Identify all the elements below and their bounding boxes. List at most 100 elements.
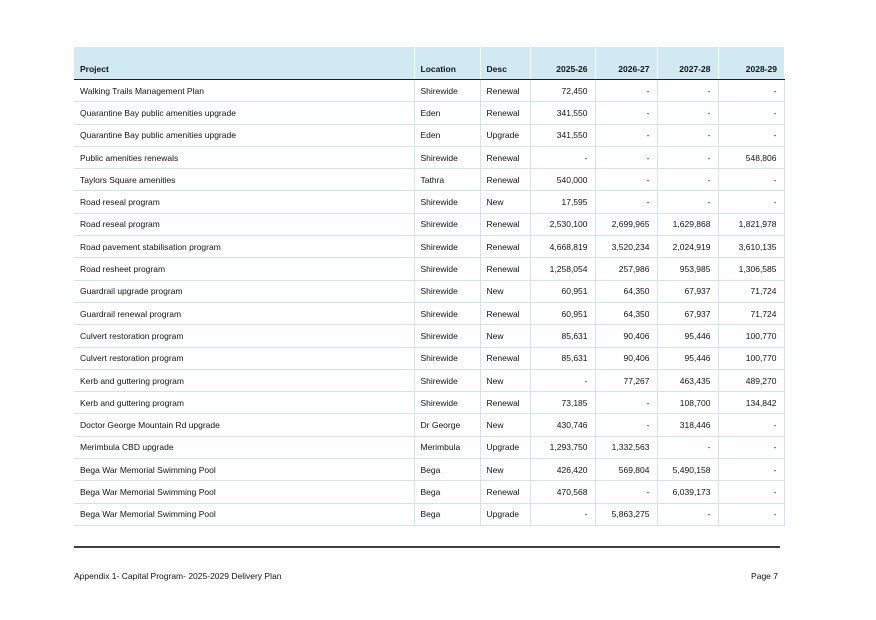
desc-cell: New <box>479 190 530 214</box>
year-2025-26-cell: 1,258,054 <box>529 257 595 281</box>
year-2026-27-cell: 64,350 <box>594 280 657 303</box>
location-cell: Merimbula <box>413 436 480 460</box>
footer-page-number: Page 7 <box>751 571 778 581</box>
year-2027-28-cell: - <box>656 146 718 170</box>
table-row: Kerb and guttering program Shirewide Renew… <box>74 391 785 415</box>
project-cell: Bega War Memorial Swimming Pool <box>74 503 414 526</box>
year-2027-28-cell: 108,700 <box>656 391 718 415</box>
year-2027-28-cell: 95,446 <box>656 324 718 348</box>
year-2027-28-cell: - <box>656 190 718 214</box>
desc-cell: Renewal <box>479 235 530 259</box>
location-cell: Bega <box>413 458 480 482</box>
project-cell: Merimbula CBD upgrade <box>74 436 414 460</box>
year-2026-27-cell: 5,863,275 <box>594 503 657 526</box>
year-2028-29-cell: - <box>717 458 785 482</box>
year-2025-26-cell: 2,530,100 <box>529 213 595 237</box>
year-2025-26-cell: 85,631 <box>529 347 595 370</box>
year-2028-29-cell: - <box>717 480 785 504</box>
desc-cell: Renewal <box>479 168 530 192</box>
year-2027-28-cell: - <box>656 436 718 460</box>
table-row: Doctor George Mountain Rd upgrade Dr Geor… <box>74 413 785 437</box>
year-2028-29-cell: - <box>717 79 785 103</box>
table-row: Bega War Memorial Swimming Pool Bega Upgra… <box>74 503 785 526</box>
column-header-2025-26: 2025-26 <box>529 47 595 80</box>
project-cell: Road reseal program <box>74 213 414 237</box>
table-row: Road reseal program Shirewide Renewal 2,530… <box>74 213 785 237</box>
year-2026-27-cell: 1,332,563 <box>594 436 657 460</box>
table-row: Merimbula CBD upgrade Merimbula Upgrade 1,2… <box>74 436 785 460</box>
table-row: Culvert restoration program Shirewide Rene… <box>74 347 785 370</box>
year-2028-29-cell: 1,306,585 <box>717 257 785 281</box>
year-2027-28-cell: 67,937 <box>656 302 718 326</box>
desc-cell: Renewal <box>479 79 530 103</box>
year-2028-29-cell: 489,270 <box>717 369 785 393</box>
year-2028-29-cell: - <box>717 101 785 125</box>
project-cell: Road resheet program <box>74 257 414 281</box>
year-2025-26-cell: - <box>529 369 595 393</box>
footer-divider <box>74 546 780 548</box>
column-header-2028-29: 2028-29 <box>717 47 784 80</box>
desc-cell: Renewal <box>479 347 530 370</box>
project-cell: Road pavement stabilisation program <box>74 235 414 259</box>
year-2025-26-cell: 60,951 <box>529 302 595 326</box>
desc-cell: Upgrade <box>479 124 530 147</box>
year-2027-28-cell: 318,446 <box>656 413 718 437</box>
table-body: Walking Trails Management Plan Shirewide R… <box>74 79 785 526</box>
year-2027-28-cell: 95,446 <box>656 347 718 370</box>
year-2026-27-cell: - <box>594 168 657 192</box>
table-row: Road reseal program Shirewide New 17,595- - - <box>74 190 785 214</box>
year-2026-27-cell: - <box>594 79 657 103</box>
year-2026-27-cell: - <box>594 146 657 170</box>
year-2026-27-cell: - <box>594 101 657 125</box>
year-2026-27-cell: - <box>594 391 657 415</box>
desc-cell: Renewal <box>479 302 530 326</box>
year-2026-27-cell: 2,699,965 <box>594 213 657 237</box>
table-row: Bega War Memorial Swimming Pool Bega New 42… <box>74 458 785 482</box>
year-2026-27-cell: 64,350 <box>594 302 657 326</box>
year-2027-28-cell: - <box>656 168 718 192</box>
year-2026-27-cell: - <box>594 190 657 214</box>
year-2028-29-cell: 1,821,978 <box>717 213 785 237</box>
year-2027-28-cell: - <box>656 503 718 526</box>
year-2027-28-cell: 6,039,173 <box>656 480 718 504</box>
year-2027-28-cell: - <box>656 101 718 125</box>
year-2025-26-cell: 540,000 <box>529 168 595 192</box>
column-header-2026-27: 2026-27 <box>594 47 657 80</box>
location-cell: Eden <box>413 124 480 147</box>
year-2027-28-cell: 67,937 <box>656 280 718 303</box>
location-cell: Shirewide <box>413 347 480 370</box>
year-2025-26-cell: 85,631 <box>529 324 595 348</box>
location-cell: Shirewide <box>413 190 480 214</box>
project-cell: Culvert restoration program <box>74 347 414 370</box>
year-2025-26-cell: 341,550 <box>529 124 595 147</box>
desc-cell: Renewal <box>479 391 530 415</box>
year-2027-28-cell: 2,024,919 <box>656 235 718 259</box>
year-2027-28-cell: 463,435 <box>656 369 718 393</box>
desc-cell: Renewal <box>479 480 530 504</box>
project-cell: Quarantine Bay public amenities upgrade <box>74 124 414 147</box>
location-cell: Shirewide <box>413 79 480 103</box>
location-cell: Shirewide <box>413 391 480 415</box>
location-cell: Shirewide <box>413 324 480 348</box>
project-cell: Road reseal program <box>74 190 414 214</box>
year-2026-27-cell: 77,267 <box>594 369 657 393</box>
desc-cell: New <box>479 369 530 393</box>
year-2026-27-cell: 569,804 <box>594 458 657 482</box>
column-header-2027-28: 2027-28 <box>656 47 718 80</box>
project-cell: Bega War Memorial Swimming Pool <box>74 458 414 482</box>
year-2025-26-cell: 426,420 <box>529 458 595 482</box>
location-cell: Bega <box>413 480 480 504</box>
year-2027-28-cell: - <box>656 79 718 103</box>
desc-cell: Renewal <box>479 101 530 125</box>
desc-cell: Renewal <box>479 257 530 281</box>
year-2026-27-cell: - <box>594 480 657 504</box>
year-2026-27-cell: 257,986 <box>594 257 657 281</box>
project-cell: Guardrail renewal program <box>74 302 414 326</box>
project-cell: Walking Trails Management Plan <box>74 79 414 103</box>
column-header-desc: Desc <box>479 47 530 80</box>
desc-cell: New <box>479 413 530 437</box>
year-2028-29-cell: - <box>717 503 785 526</box>
project-cell: Culvert restoration program <box>74 324 414 348</box>
year-2028-29-cell: 100,770 <box>717 347 785 370</box>
